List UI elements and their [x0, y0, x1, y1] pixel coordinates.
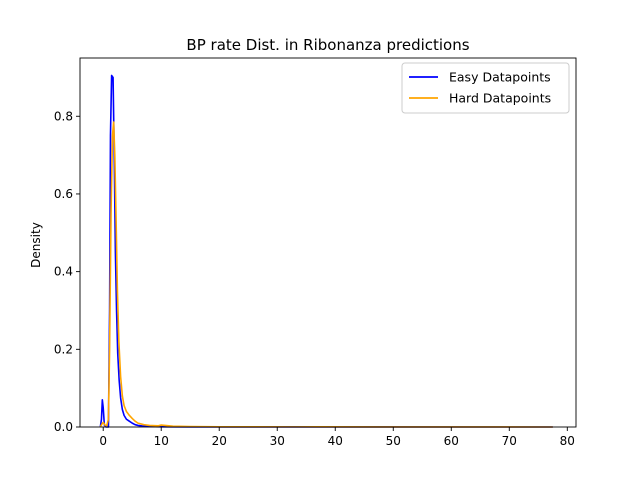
series-line-1 — [99, 74, 553, 428]
legend-box — [401, 62, 570, 114]
x-tick-label: 10 — [154, 434, 169, 448]
y-tick-label: 0.4 — [54, 265, 73, 279]
plot-frame — [79, 57, 577, 428]
legend-label-1: Easy Datapoints — [449, 70, 551, 85]
x-tick-label: 80 — [560, 434, 575, 448]
x-tick-label: 40 — [328, 434, 343, 448]
y-axis-label: Density — [29, 222, 43, 268]
x-tick-label: 20 — [212, 434, 227, 448]
y-tick-label: 0.2 — [54, 342, 73, 356]
legend: Easy Datapoints Hard Datapoints — [401, 62, 570, 114]
y-tick-label: 0.6 — [54, 187, 73, 201]
x-tick-label: 60 — [444, 434, 459, 448]
series-line-2 — [99, 121, 553, 428]
x-tick-label: 30 — [270, 434, 285, 448]
x-tick-label: 70 — [502, 434, 517, 448]
x-axis: 0 10 20 30 40 50 60 70 80 — [99, 427, 575, 448]
x-tick-label: 50 — [386, 434, 401, 448]
plot-area — [79, 57, 577, 428]
legend-label-2: Hard Datapoints — [449, 91, 551, 106]
chart-title: BP rate Dist. in Ribonanza predictions — [186, 36, 469, 54]
y-tick-label: 0.0 — [54, 420, 73, 434]
y-tick-label: 0.8 — [54, 109, 73, 123]
x-tick-label: 0 — [99, 434, 107, 448]
y-axis: 0.0 0.2 0.4 0.6 0.8 — [54, 109, 80, 434]
